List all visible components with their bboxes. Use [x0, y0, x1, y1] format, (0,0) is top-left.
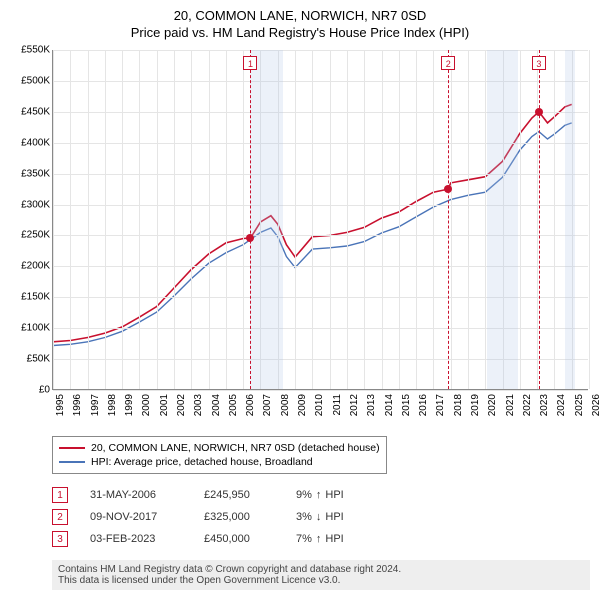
x-tick-label: 2005	[228, 394, 239, 416]
x-tick-label: 1996	[72, 394, 83, 416]
x-tick-label: 2002	[176, 394, 187, 416]
x-tick-label: 2020	[487, 394, 498, 416]
x-tick-label: 2016	[418, 394, 429, 416]
event-marker: 1	[243, 56, 257, 70]
y-tick-label: £350K	[21, 168, 50, 179]
y-tick-label: £50K	[27, 354, 50, 365]
footer-line-2: This data is licensed under the Open Gov…	[58, 575, 584, 586]
x-tick-label: 2008	[280, 394, 291, 416]
legend-row-property: 20, COMMON LANE, NORWICH, NR7 0SD (detac…	[59, 441, 380, 455]
x-tick-label: 1998	[107, 394, 118, 416]
events-table: 1 31-MAY-2006 £245,950 9% ↑ HPI 2 09-NOV…	[52, 484, 590, 550]
event-badge: 2	[52, 509, 68, 525]
title-line-1: 20, COMMON LANE, NORWICH, NR7 0SD	[10, 8, 590, 23]
legend-row-hpi: HPI: Average price, detached house, Broa…	[59, 455, 380, 469]
legend-swatch	[59, 447, 85, 449]
x-tick-label: 2013	[366, 394, 377, 416]
x-tick-label: 2014	[384, 394, 395, 416]
event-date: 03-FEB-2023	[90, 533, 182, 545]
x-tick-label: 2024	[556, 394, 567, 416]
title-line-2: Price paid vs. HM Land Registry's House …	[10, 25, 590, 40]
event-hpi-label: HPI	[325, 511, 343, 523]
x-tick-label: 1999	[124, 394, 135, 416]
x-tick-label: 2003	[193, 394, 204, 416]
event-hpi-pct: 3%	[296, 511, 312, 523]
x-tick-label: 2019	[470, 394, 481, 416]
x-tick-label: 2010	[314, 394, 325, 416]
event-price: £450,000	[204, 533, 274, 545]
event-row: 3 03-FEB-2023 £450,000 7% ↑ HPI	[52, 528, 590, 550]
event-price: £245,950	[204, 489, 274, 501]
legend: 20, COMMON LANE, NORWICH, NR7 0SD (detac…	[52, 436, 387, 474]
arrow-icon: ↑	[316, 533, 322, 545]
x-tick-label: 2006	[245, 394, 256, 416]
chart-area: £0 £50K £100K £150K £200K £250K £300K £350K £400…	[10, 50, 590, 430]
y-tick-label: £550K	[21, 45, 50, 56]
x-tick-label: 2012	[349, 394, 360, 416]
event-marker: 3	[532, 56, 546, 70]
title-block: 20, COMMON LANE, NORWICH, NR7 0SD Price …	[10, 8, 590, 40]
event-row: 2 09-NOV-2017 £325,000 3% ↓ HPI	[52, 506, 590, 528]
event-badge: 1	[52, 487, 68, 503]
legend-swatch	[59, 461, 85, 463]
event-dot	[535, 108, 543, 116]
footer-line-1: Contains HM Land Registry data © Crown c…	[58, 564, 584, 575]
event-dot	[246, 234, 254, 242]
x-tick-label: 2001	[159, 394, 170, 416]
y-tick-label: £450K	[21, 106, 50, 117]
event-marker: 2	[441, 56, 455, 70]
footer-attribution: Contains HM Land Registry data © Crown c…	[52, 560, 590, 590]
x-tick-label: 2023	[539, 394, 550, 416]
legend-label: 20, COMMON LANE, NORWICH, NR7 0SD (detac…	[91, 442, 380, 454]
x-tick-label: 2015	[401, 394, 412, 416]
chart-container: 20, COMMON LANE, NORWICH, NR7 0SD Price …	[0, 0, 600, 596]
x-tick-label: 2026	[591, 394, 600, 416]
event-row: 1 31-MAY-2006 £245,950 9% ↑ HPI	[52, 484, 590, 506]
event-hpi: 9% ↑ HPI	[296, 489, 344, 501]
event-badge: 3	[52, 531, 68, 547]
x-tick-label: 2017	[435, 394, 446, 416]
x-tick-label: 1995	[55, 394, 66, 416]
y-tick-label: £150K	[21, 292, 50, 303]
x-tick-label: 2022	[522, 394, 533, 416]
event-hpi-pct: 9%	[296, 489, 312, 501]
y-tick-label: £300K	[21, 199, 50, 210]
y-tick-label: £250K	[21, 230, 50, 241]
y-axis: £0£50K£100K£150K£200K£250K£300K£350K£400…	[10, 50, 52, 390]
event-hpi-label: HPI	[325, 533, 343, 545]
event-date: 31-MAY-2006	[90, 489, 182, 501]
event-date: 09-NOV-2017	[90, 511, 182, 523]
event-hpi-pct: 7%	[296, 533, 312, 545]
event-price: £325,000	[204, 511, 274, 523]
x-tick-label: 2025	[574, 394, 585, 416]
y-tick-label: £0	[39, 385, 50, 396]
arrow-icon: ↓	[316, 511, 322, 523]
arrow-icon: ↑	[316, 489, 322, 501]
event-hpi: 3% ↓ HPI	[296, 511, 344, 523]
event-hpi-label: HPI	[325, 489, 343, 501]
x-tick-label: 2004	[211, 394, 222, 416]
event-hpi: 7% ↑ HPI	[296, 533, 344, 545]
event-dot	[444, 185, 452, 193]
x-tick-label: 2018	[453, 394, 464, 416]
y-tick-label: £200K	[21, 261, 50, 272]
x-tick-label: 1997	[90, 394, 101, 416]
y-tick-label: £500K	[21, 75, 50, 86]
plot-area: 1 2 3	[52, 50, 588, 390]
y-tick-label: £400K	[21, 137, 50, 148]
x-tick-label: 2007	[262, 394, 273, 416]
legend-label: HPI: Average price, detached house, Broa…	[91, 456, 313, 468]
x-tick-label: 2021	[505, 394, 516, 416]
x-tick-label: 2009	[297, 394, 308, 416]
y-tick-label: £100K	[21, 323, 50, 334]
x-tick-label: 2011	[332, 394, 343, 416]
x-axis: 1995 1996 1997 1998 1999 2000 2001 2002 2003 2004…	[52, 390, 588, 430]
x-tick-label: 2000	[141, 394, 152, 416]
